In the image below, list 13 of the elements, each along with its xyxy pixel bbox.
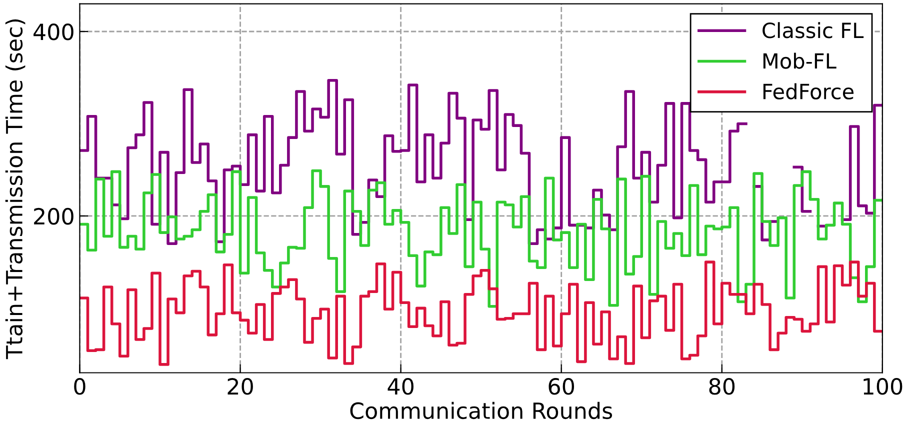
legend-label: Mob-FL (763, 52, 836, 69)
x-tick-label: 40 (388, 378, 414, 395)
x-tick-label: 20 (228, 378, 253, 395)
x-axis-title: Communication Rounds (350, 402, 612, 420)
x-tick-label: 0 (74, 378, 86, 395)
x-tick-label: 80 (709, 378, 735, 395)
legend-label: Classic FL (762, 22, 864, 38)
y-axis-title: Ttain+Transmission Time (sec) (5, 19, 26, 360)
legend-label: FedForce (763, 83, 854, 100)
y-tick-label: 200 (34, 208, 74, 225)
x-tick-label: 60 (548, 378, 574, 395)
y-tick-label: 400 (34, 23, 74, 40)
x-tick-label: 100 (864, 378, 902, 395)
